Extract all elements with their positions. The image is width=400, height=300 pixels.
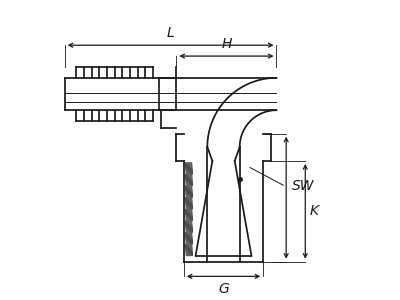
- Text: H: H: [221, 37, 232, 51]
- Text: G: G: [218, 282, 229, 296]
- Text: SW: SW: [292, 179, 314, 193]
- Text: L: L: [167, 26, 174, 40]
- Text: K: K: [310, 204, 319, 218]
